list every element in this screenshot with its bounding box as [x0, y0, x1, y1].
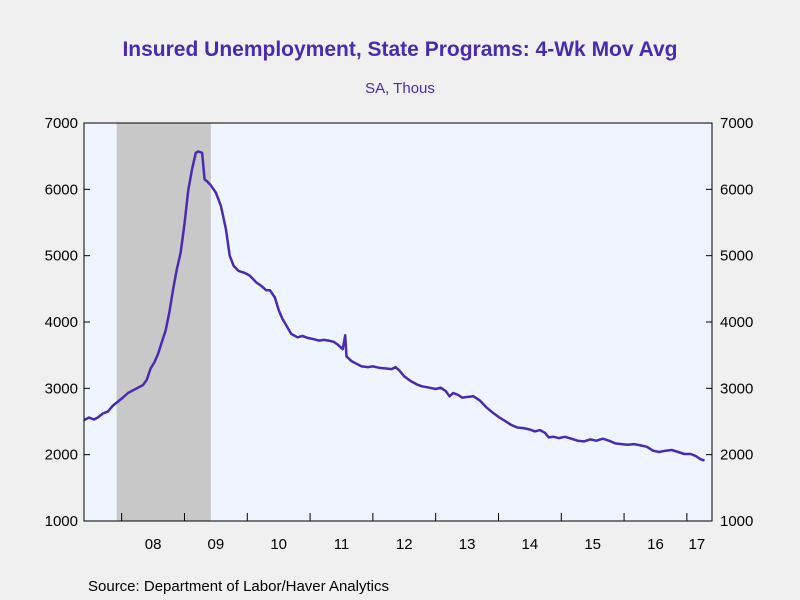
x-tick-label: 10 [270, 536, 287, 553]
right-y-tick-label: 1000 [720, 513, 753, 530]
right-y-axis: 1000 2000 3000 4000 5000 6000 7000 [706, 115, 753, 530]
left-y-axis: 1000 2000 3000 4000 5000 6000 7000 [45, 115, 90, 530]
x-tick-label: 09 [208, 536, 225, 553]
x-tick-label: 16 [647, 536, 664, 553]
right-y-tick-label: 7000 [720, 115, 753, 132]
series-line [83, 150, 705, 462]
x-axis: 08 09 10 11 12 13 14 15 16 17 [121, 513, 706, 553]
x-tick-label: 12 [396, 536, 413, 553]
x-tick-label: 14 [522, 536, 539, 553]
right-y-tick-label: 5000 [720, 248, 753, 265]
left-y-tick-label: 1000 [45, 513, 78, 530]
left-y-tick-label: 4000 [45, 314, 78, 331]
source-note: Source: Department of Labor/Haver Analyt… [88, 578, 389, 595]
x-tick-label: 11 [334, 536, 350, 553]
right-y-tick-label: 6000 [720, 181, 753, 198]
x-tick-label: 13 [459, 536, 476, 553]
x-tick-label: 08 [145, 536, 162, 553]
chart-title: Insured Unemployment, State Programs: 4-… [122, 38, 678, 61]
left-y-tick-label: 5000 [45, 248, 78, 265]
x-tick-label: 15 [584, 536, 601, 553]
right-y-tick-label: 4000 [720, 314, 753, 331]
right-y-tick-label: 3000 [720, 380, 753, 397]
x-tick-label: 17 [689, 536, 706, 553]
right-y-tick-label: 2000 [720, 447, 753, 464]
chart-subtitle: SA, Thous [365, 80, 435, 97]
left-y-tick-label: 2000 [45, 447, 78, 464]
recession-band [116, 123, 211, 521]
recession-layer [116, 123, 211, 521]
series-layer [83, 150, 705, 462]
left-y-tick-label: 7000 [45, 115, 78, 132]
left-y-tick-label: 3000 [45, 380, 78, 397]
left-y-tick-label: 6000 [45, 181, 78, 198]
